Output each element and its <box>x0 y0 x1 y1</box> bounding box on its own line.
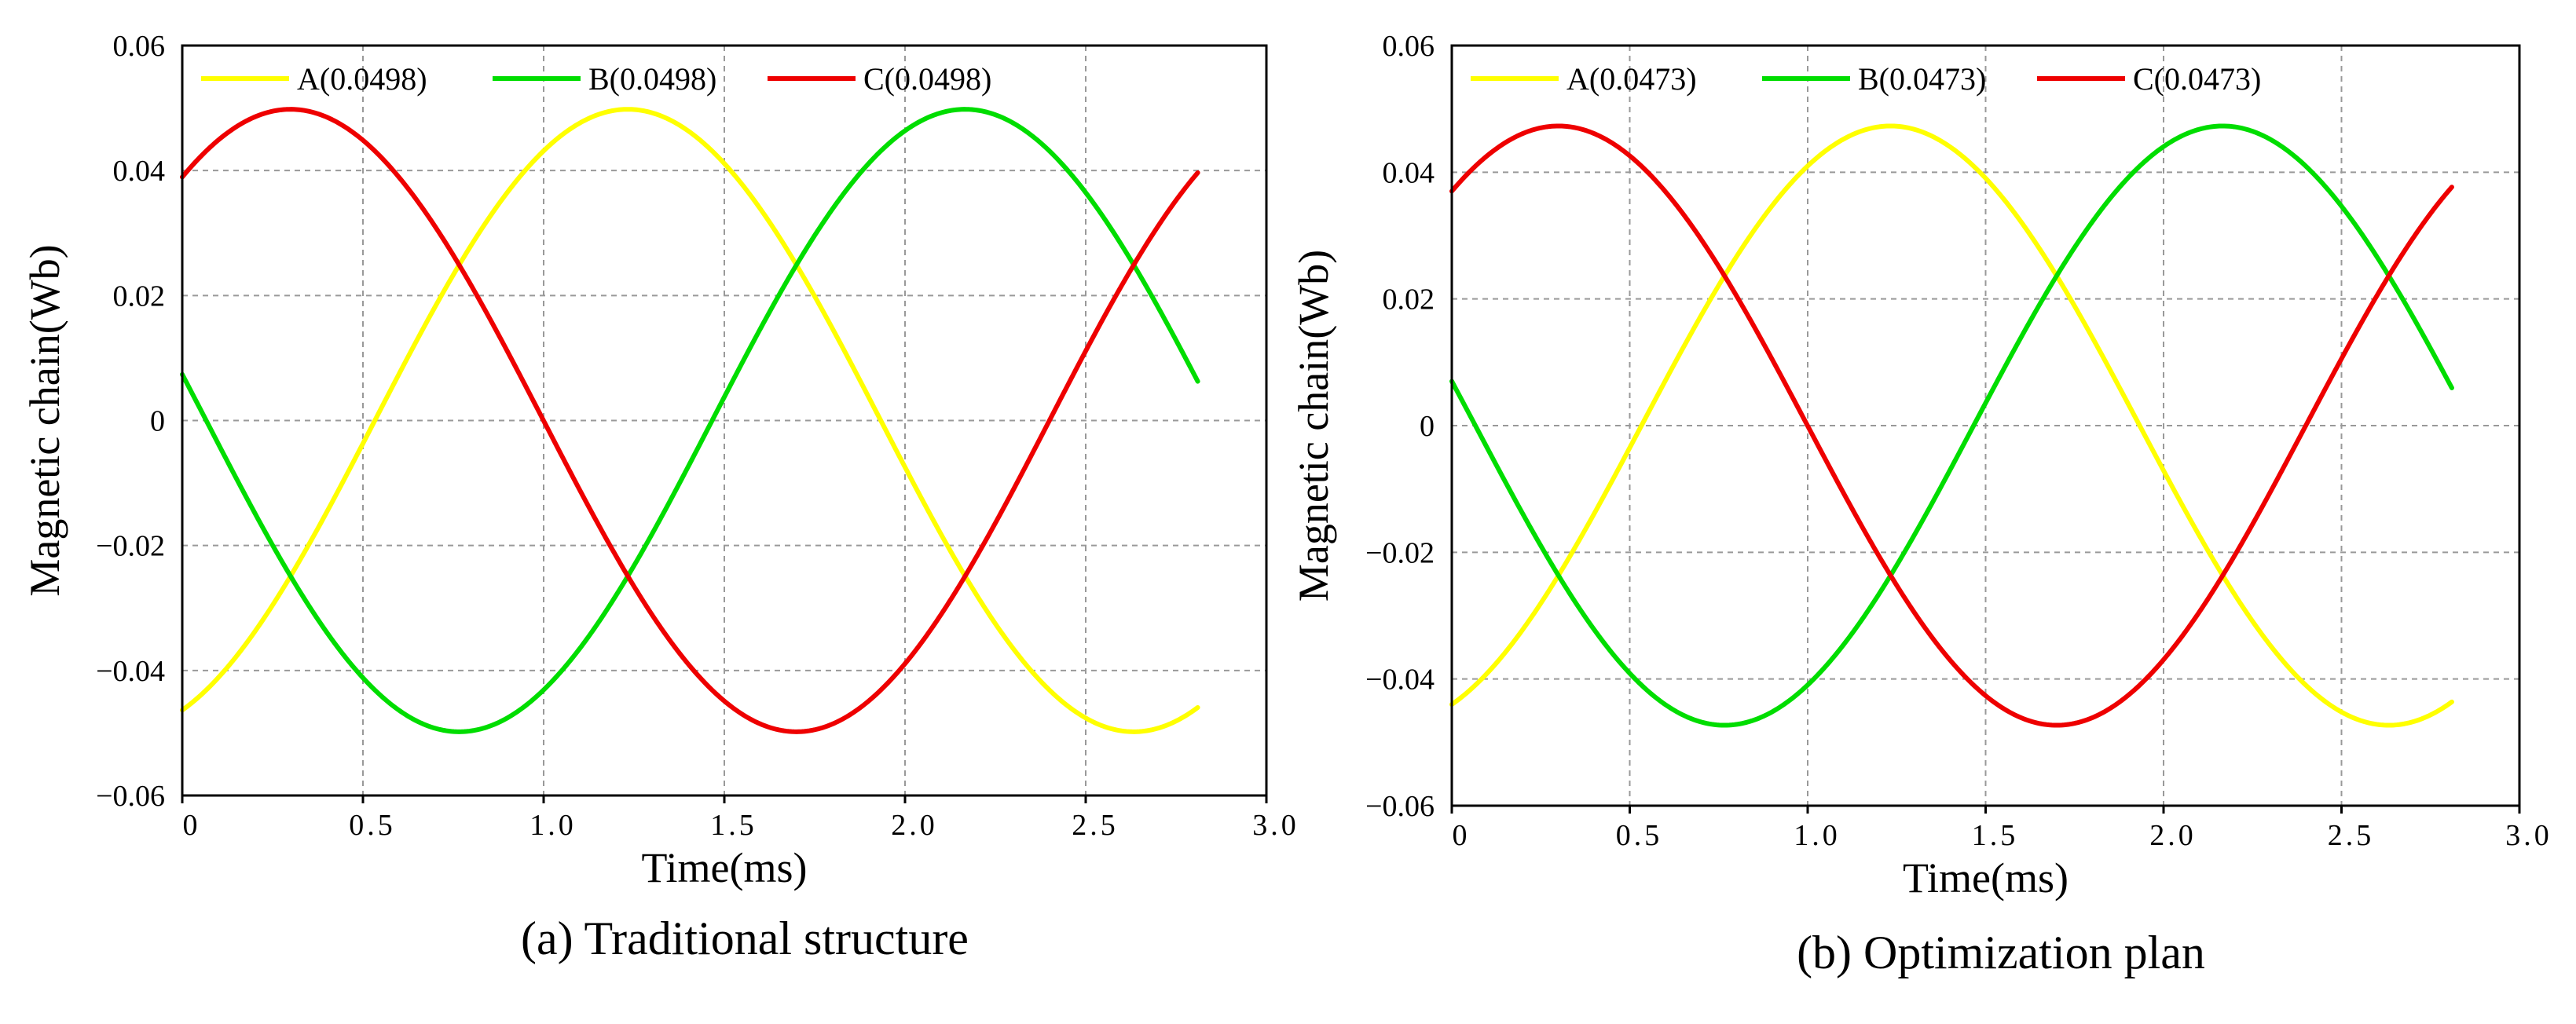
series-line-a <box>1449 123 2454 728</box>
chart-caption: (b) Optimization plan <box>1797 927 2205 978</box>
x-tick-label: 2.0 <box>891 809 938 842</box>
series-line-c <box>1449 123 2454 728</box>
x-tick-label: 1.0 <box>1794 819 1841 852</box>
x-tick-label: 0.5 <box>349 809 396 842</box>
legend-label-b: B(0.0473) <box>1858 61 1986 97</box>
y-tick-label: 0 <box>150 405 165 438</box>
x-tick-label: 2.5 <box>2328 819 2375 852</box>
series-line-b <box>180 107 1200 734</box>
legend-label-c: C(0.0473) <box>2133 61 2261 97</box>
x-tick-label: 0 <box>1453 819 1471 852</box>
chart-panel-a: 0 0.5 1.0 1.5 2.0 2.5 3.0 0.06 0.04 0.02 0 −0.02 −0.… <box>21 30 1299 964</box>
series-line-a <box>180 107 1200 734</box>
x-tick-label: 0.5 <box>1616 819 1663 852</box>
legend-label-b: B(0.0498) <box>588 61 716 97</box>
x-axis-label: Time(ms) <box>1903 854 2068 901</box>
y-tick-label: 0.02 <box>1383 283 1435 316</box>
x-tick-label: 1.5 <box>1972 819 2019 852</box>
series-line-b <box>1449 123 2454 728</box>
y-tick-label: −0.06 <box>96 780 165 813</box>
y-axis-label: Magnetic chain(Wb) <box>21 244 68 596</box>
x-tick-label: 0 <box>183 809 201 842</box>
x-tick-label: 1.5 <box>710 809 757 842</box>
y-tick-label: 0.04 <box>1383 156 1435 189</box>
legend-label-c: C(0.0498) <box>863 61 991 97</box>
series-line-c <box>180 107 1200 734</box>
x-tick-label: 2.5 <box>1072 809 1119 842</box>
y-tick-label: 0.06 <box>1383 30 1435 63</box>
legend-label-a: A(0.0473) <box>1566 61 1697 97</box>
y-tick-label: −0.02 <box>1365 536 1435 569</box>
y-axis-label: Magnetic chain(Wb) <box>1290 250 1337 602</box>
y-tick-label: 0.02 <box>113 280 166 313</box>
x-tick-label: 1.0 <box>529 809 577 842</box>
x-tick-label: 3.0 <box>1252 809 1299 842</box>
chart-panel-b: 0 0.5 1.0 1.5 2.0 2.5 3.0 0.06 0.04 0.02 0 −0.02 −0.… <box>1290 30 2552 978</box>
y-tick-label: −0.04 <box>96 655 165 688</box>
legend-label-a: A(0.0498) <box>297 61 427 97</box>
y-tick-label: −0.06 <box>1365 790 1435 823</box>
y-tick-label: 0.06 <box>113 30 166 63</box>
y-tick-label: 0 <box>1420 410 1435 443</box>
x-tick-label: 3.0 <box>2505 819 2552 852</box>
y-tick-label: 0.04 <box>113 155 166 188</box>
y-tick-label: −0.02 <box>96 530 165 563</box>
chart-caption: (a) Traditional structure <box>521 912 969 964</box>
y-tick-label: −0.04 <box>1365 664 1435 697</box>
x-tick-label: 2.0 <box>2149 819 2197 852</box>
x-axis-label: Time(ms) <box>641 844 807 891</box>
